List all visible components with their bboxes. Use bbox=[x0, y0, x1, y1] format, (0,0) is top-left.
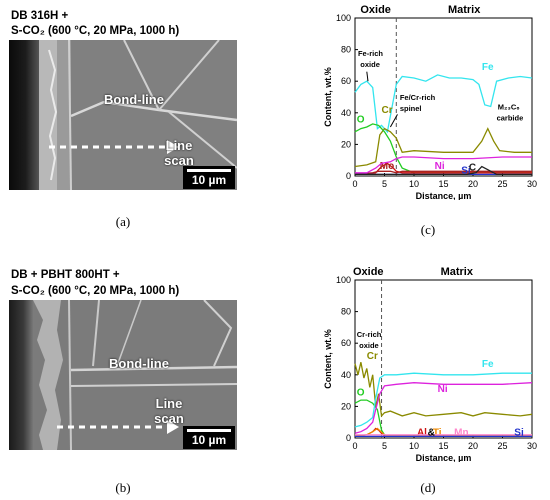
line-label-b: Line bbox=[155, 396, 183, 411]
x-tick-label: 5 bbox=[382, 441, 387, 451]
x-tick-label: 15 bbox=[438, 441, 448, 451]
caption-c: (c) bbox=[420, 222, 436, 237]
y-tick-label: 20 bbox=[341, 401, 351, 411]
x-axis-label: Distance, µm bbox=[416, 191, 472, 200]
scale-bar-b: 10 µm bbox=[183, 426, 235, 449]
series-label-o: O bbox=[357, 387, 365, 398]
annotation-al-ti-ampersand: & bbox=[428, 428, 435, 439]
y-tick-label: 60 bbox=[341, 76, 351, 86]
panel-a-title-line1: DB 316H + bbox=[11, 10, 69, 22]
region-label-matrix: Matrix bbox=[448, 4, 481, 16]
x-tick-label: 0 bbox=[352, 179, 357, 189]
sem-micrograph-b bbox=[9, 300, 237, 450]
caption-b: (b) bbox=[115, 480, 131, 495]
y-tick-label: 100 bbox=[336, 275, 351, 285]
y-tick-label: 40 bbox=[341, 108, 351, 118]
x-tick-label: 30 bbox=[527, 441, 537, 451]
sem-micrograph-a bbox=[9, 40, 237, 190]
x-tick-label: 10 bbox=[409, 179, 419, 189]
annotation-fe-rich-oxide-line-1: oxide bbox=[360, 60, 380, 69]
sem-image-b: Bond-line Line scan 10 µm bbox=[9, 300, 237, 450]
x-tick-label: 0 bbox=[352, 441, 357, 451]
panel-b-title-line2: S-CO₂ (600 °C, 20 MPa, 1000 h) bbox=[11, 285, 180, 297]
annotation-fe-rich-oxide-arrow bbox=[366, 71, 369, 82]
caption-a: (a) bbox=[115, 214, 131, 229]
x-tick-label: 25 bbox=[497, 441, 507, 451]
series-label-o: O bbox=[357, 114, 365, 125]
series-label-c: C bbox=[469, 162, 476, 173]
y-axis-label: Content, wt.% bbox=[323, 67, 333, 127]
x-tick-label: 30 bbox=[527, 179, 537, 189]
scale-bar-label-a: 10 µm bbox=[191, 173, 227, 187]
x-tick-label: 10 bbox=[409, 441, 419, 451]
annotation-fe-cr-rich-spinel-line-0: Fe/Cr-rich bbox=[400, 93, 436, 102]
series-label-ni: Ni bbox=[438, 384, 448, 395]
region-label-oxide: Oxide bbox=[360, 4, 391, 16]
annotation-cr-rich-oxide-line-0: Cr-rich bbox=[357, 330, 382, 339]
series-line-fe-cr-rich-spinel bbox=[355, 162, 532, 176]
panel-a-title-line2: S-CO₂ (600 °C, 20 MPa, 1000 h) bbox=[11, 25, 180, 37]
x-tick-label: 15 bbox=[438, 179, 448, 189]
series-label-fe: Fe bbox=[482, 359, 494, 370]
series-label-si: Si bbox=[514, 428, 524, 439]
series-label-si: Si bbox=[461, 166, 471, 177]
chart-c: Oxide Matrix 0 5 10 15 20 25 30 0 20 40 60 80 100 Dista… bbox=[300, 0, 550, 201]
y-tick-label: 80 bbox=[341, 45, 351, 55]
x-tick-label: 20 bbox=[468, 179, 478, 189]
y-tick-label: 40 bbox=[341, 370, 351, 380]
chart-d-svg: Oxide Matrix 0 5 10 15 20 25 30 0 20 40 60 80 100 Dista… bbox=[323, 266, 537, 463]
bond-line-label-a: Bond-line bbox=[104, 92, 164, 107]
series-label-mo: Mo bbox=[380, 161, 394, 172]
series-label-al: Al bbox=[417, 428, 427, 439]
series-label-ni: Ni bbox=[435, 161, 445, 172]
bond-line-label-b: Bond-line bbox=[109, 356, 169, 371]
annotation-m-c-carbide-line-1: carbide bbox=[497, 114, 524, 123]
series-line-cr bbox=[354, 127, 532, 168]
series-line-ni bbox=[355, 156, 532, 174]
series-label-mn: Mn bbox=[454, 428, 468, 439]
region-label-matrix: Matrix bbox=[441, 266, 474, 278]
line-label-a: Line bbox=[165, 138, 193, 153]
series-line-fe bbox=[354, 74, 533, 134]
annotation-fe-cr-rich-spinel-arrow bbox=[389, 114, 398, 128]
y-axis-label: Content, wt.% bbox=[323, 329, 333, 389]
annotation-m-c-carbide-line-0: M₂₃C₆ bbox=[498, 103, 520, 112]
series-line-ni bbox=[354, 382, 533, 434]
annotation-cr-rich-oxide-line-1: oxide bbox=[359, 341, 379, 350]
y-tick-label: 60 bbox=[341, 338, 351, 348]
y-tick-label: 80 bbox=[341, 307, 351, 317]
x-tick-label: 20 bbox=[468, 441, 478, 451]
scale-bar-label-b: 10 µm bbox=[191, 433, 227, 447]
y-tick-label: 0 bbox=[346, 433, 351, 443]
series-line-fe bbox=[354, 372, 532, 428]
y-tick-label: 0 bbox=[346, 171, 351, 181]
series-line-mo bbox=[354, 170, 532, 176]
series-label-cr: Cr bbox=[382, 105, 393, 116]
scale-bar-a: 10 µm bbox=[183, 166, 235, 189]
panel-b-title-line1: DB + PBHT 800HT + bbox=[11, 269, 120, 281]
region-label-oxide: Oxide bbox=[353, 266, 384, 278]
caption-d: (d) bbox=[420, 480, 436, 495]
y-tick-label: 20 bbox=[341, 139, 351, 149]
chart-c-svg: Oxide Matrix 0 5 10 15 20 25 30 0 20 40 60 80 100 Dista… bbox=[323, 4, 537, 201]
scan-label-b: scan bbox=[154, 411, 184, 426]
y-tick-label: 100 bbox=[336, 13, 351, 23]
annotation-fe-cr-rich-spinel-line-1: spinel bbox=[400, 104, 422, 113]
series-label-ti: Ti bbox=[433, 428, 442, 439]
series-line-cr bbox=[354, 362, 533, 418]
annotation-fe-rich-oxide-line-0: Fe-rich bbox=[358, 49, 383, 58]
x-tick-label: 5 bbox=[382, 179, 387, 189]
x-tick-label: 25 bbox=[497, 179, 507, 189]
sem-image-a: Bond-line Line scan 10 µm bbox=[9, 40, 237, 190]
series-label-fe: Fe bbox=[482, 62, 494, 73]
scan-label-a: scan bbox=[164, 153, 194, 168]
chart-d: Oxide Matrix 0 5 10 15 20 25 30 0 20 40 60 80 100 Dista… bbox=[300, 262, 550, 463]
series-line-c bbox=[355, 165, 532, 176]
x-axis-label: Distance, µm bbox=[416, 453, 472, 462]
plot-frame bbox=[354, 279, 533, 439]
series-label-cr: Cr bbox=[367, 351, 378, 362]
